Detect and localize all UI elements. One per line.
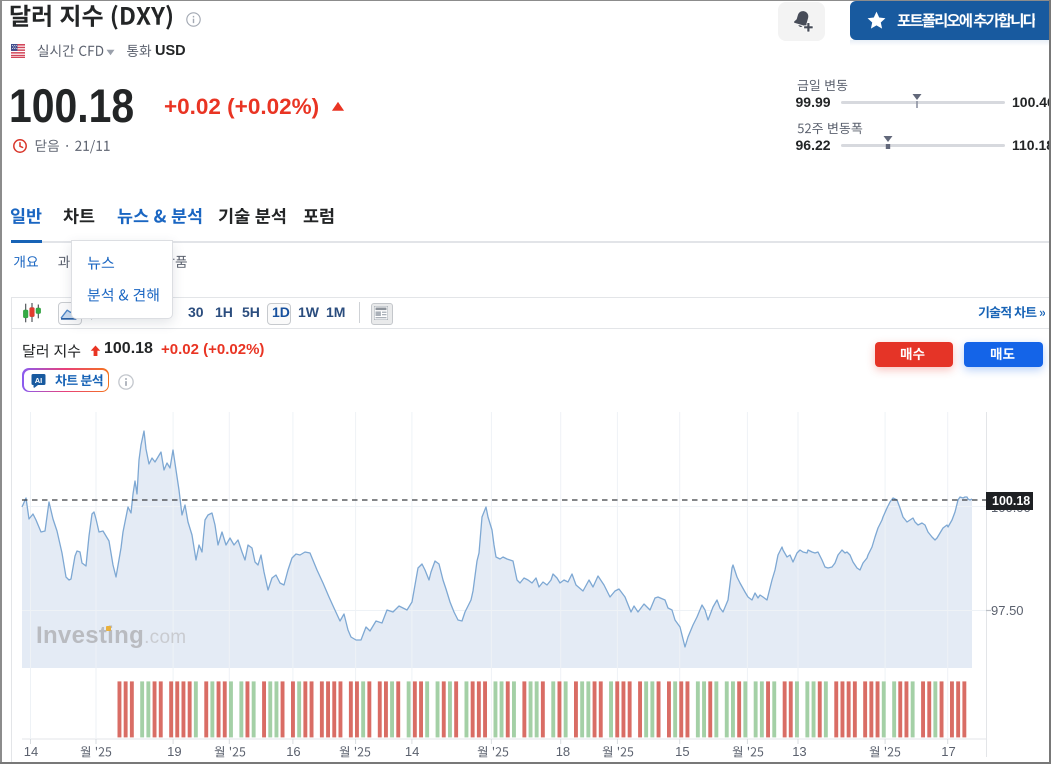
svg-text:AI: AI	[35, 376, 43, 385]
